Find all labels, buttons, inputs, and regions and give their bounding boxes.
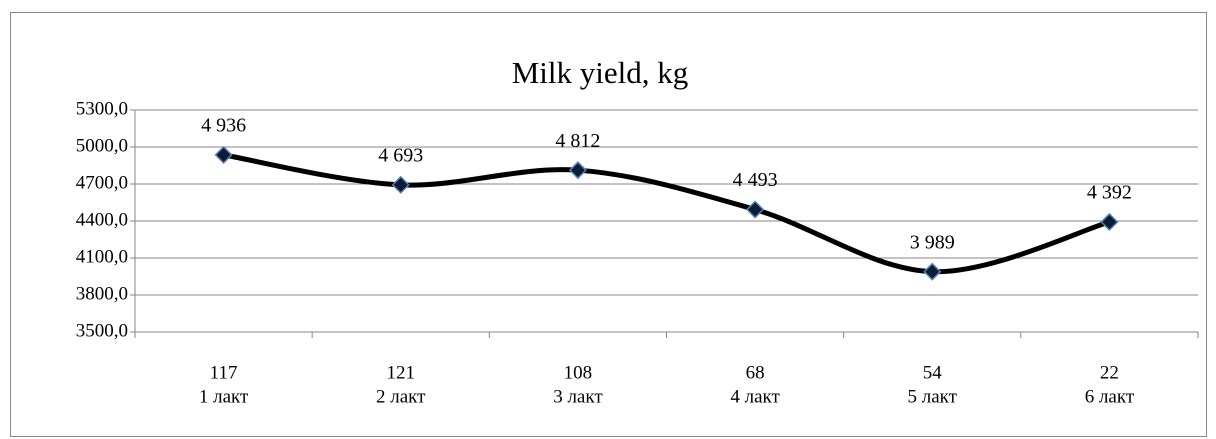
marker <box>568 161 587 180</box>
x-tick-label: 6 лакт <box>1085 386 1135 407</box>
data-label: 4 936 <box>201 114 246 136</box>
x-tick-label: 22 <box>1100 362 1119 383</box>
data-label: 4 812 <box>555 130 600 152</box>
y-tick-label: 5000,0 <box>76 135 128 156</box>
x-tick-label: 54 <box>923 362 943 383</box>
y-tick-label: 3800,0 <box>76 283 128 304</box>
y-tick-label: 4700,0 <box>76 172 128 193</box>
chart-title: Milk yield, kg <box>512 55 689 90</box>
y-tick-label: 3500,0 <box>76 320 128 341</box>
y-tick-label: 5300,0 <box>76 98 128 119</box>
y-tick-label: 4400,0 <box>76 209 128 230</box>
x-tick-label: 5 лакт <box>908 386 958 407</box>
marker <box>391 175 410 194</box>
data-label: 4 392 <box>1087 182 1132 204</box>
marker <box>923 262 942 281</box>
x-tick-label: 4 лакт <box>730 386 780 407</box>
x-tick-label: 2 лакт <box>376 386 426 407</box>
marker <box>1100 212 1119 232</box>
line <box>223 152 1111 275</box>
x-tick-label: 117 <box>210 362 238 383</box>
x-tick-label: 3 лакт <box>553 386 603 407</box>
data-label: 3 989 <box>910 231 955 253</box>
data-label: 4 693 <box>378 144 423 166</box>
marker <box>214 145 233 164</box>
x-tick-label: 68 <box>746 362 765 383</box>
y-tick-label: 4100,0 <box>76 246 128 267</box>
x-tick-label: 108 <box>564 362 593 383</box>
marker <box>746 200 765 219</box>
data-label: 4 493 <box>733 169 778 191</box>
chart-border <box>10 12 1207 437</box>
x-tick-label: 121 <box>387 362 416 383</box>
x-tick-label: 1 лакт <box>199 386 249 407</box>
